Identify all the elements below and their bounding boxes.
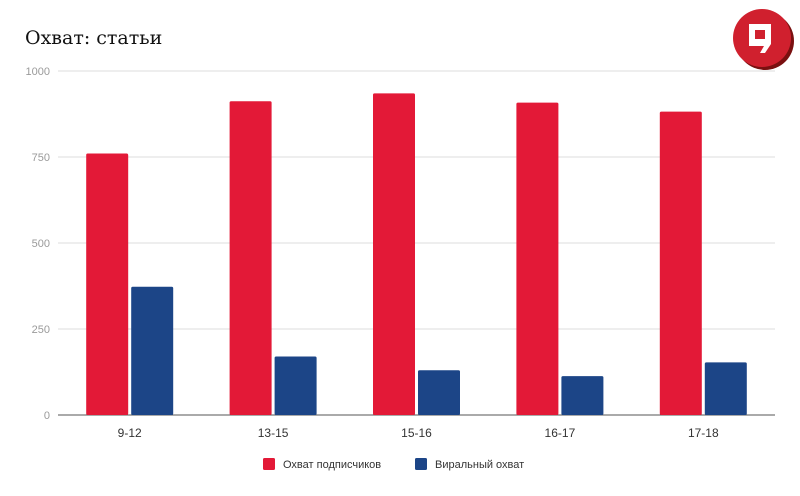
speech-bubble-logo-icon — [733, 9, 794, 70]
x-tick-label: 16-17 — [545, 426, 576, 440]
bar-3-1 — [561, 376, 604, 415]
x-tick-label: 9-12 — [118, 426, 142, 440]
y-tick-label: 500 — [32, 238, 50, 250]
bar-0-1 — [131, 286, 174, 415]
legend-swatch — [263, 458, 275, 470]
bar-2-0 — [373, 93, 415, 416]
bar-4-1 — [704, 362, 747, 415]
y-tick-label: 250 — [32, 324, 50, 336]
legend-swatch — [415, 458, 427, 470]
bar-0-0 — [86, 153, 129, 415]
legend-label: Виральный охват — [435, 459, 524, 471]
legend: Охват подписчиков Виральный охват — [263, 458, 524, 471]
bar-3-0 — [516, 102, 559, 415]
bars — [86, 93, 747, 416]
x-tick-label: 15-16 — [401, 426, 432, 440]
bar-1-1 — [274, 356, 317, 415]
x-tick-label: 13-15 — [258, 426, 289, 440]
gridlines — [58, 70, 775, 416]
y-tick-label: 1000 — [26, 66, 50, 78]
bar-1-0 — [229, 101, 272, 415]
bar-2-1 — [418, 370, 460, 415]
bar-4-0 — [659, 111, 702, 415]
legend-label: Охват подписчиков — [283, 459, 381, 471]
y-tick-label: 750 — [32, 152, 50, 164]
x-tick-label: 17-18 — [688, 426, 719, 440]
y-axis-ticks: 0 250 500 750 1000 — [26, 66, 50, 422]
chart-title: Охват: статьи — [25, 27, 162, 49]
x-axis-ticks: 9-12 13-15 15-16 16-17 17-18 — [118, 426, 719, 440]
y-tick-label: 0 — [44, 410, 50, 422]
